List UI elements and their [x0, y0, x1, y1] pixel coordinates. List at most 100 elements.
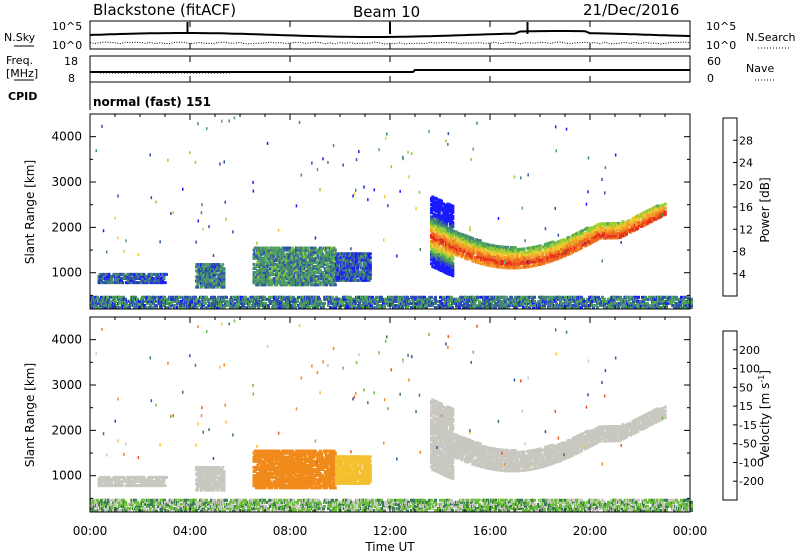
power-cell: [118, 277, 122, 280]
power-cell: [492, 244, 496, 248]
power-cell: [118, 301, 121, 305]
power-cell: [120, 306, 123, 309]
power-cell: [208, 271, 212, 275]
power-cell: [170, 301, 173, 305]
power-cell: [322, 275, 326, 279]
power-cell: [352, 266, 356, 270]
power-cell: [491, 256, 495, 260]
power-cell: [535, 263, 538, 267]
power-cell: [352, 260, 356, 264]
power-cell: [132, 297, 135, 301]
power-cell: [184, 306, 187, 309]
power-cell: [597, 232, 601, 236]
power-cell: [212, 285, 216, 289]
power-cell: [333, 283, 337, 287]
power-cell: [351, 258, 355, 262]
power-cell: [112, 306, 115, 309]
power-cell: [318, 269, 322, 272]
power-cell: [160, 295, 163, 299]
power-cell: [198, 299, 201, 303]
power-cell: [121, 304, 124, 307]
power-cell: [163, 295, 166, 299]
power-cell: [445, 224, 448, 228]
power-cell: [300, 252, 303, 256]
power-cell: [141, 297, 144, 301]
power-cell: [275, 273, 278, 277]
power-cell: [332, 260, 336, 264]
power-cell: [204, 301, 207, 305]
power-cell: [151, 299, 154, 303]
power-cell: [164, 297, 167, 301]
power-cell: [140, 274, 143, 278]
power-cell: [166, 306, 169, 309]
power-cell: [109, 304, 112, 307]
power-cell: [101, 277, 105, 280]
noise-panel: N.Sky 10^5 10^0 10^5 10^0 N.Search: [4, 20, 796, 52]
power-cell: [635, 221, 638, 225]
power-cell: [121, 281, 125, 285]
power-cell: [290, 273, 293, 277]
power-cell: [363, 260, 367, 264]
power-cell: [96, 295, 99, 299]
power-cell: [311, 283, 315, 287]
power-cell: [127, 304, 130, 307]
cpid-value: normal (fast) 151: [93, 95, 211, 109]
power-cell: [336, 264, 340, 268]
power-cell: [487, 257, 491, 261]
power-cell: [341, 276, 345, 280]
power-cell: [258, 254, 262, 258]
power-cell: [131, 299, 134, 303]
power-cell: [95, 306, 98, 309]
power-cell: [150, 274, 153, 278]
power-cell: [451, 225, 455, 229]
power-cell: [120, 299, 123, 303]
power-cell: [442, 202, 446, 206]
power-cell: [637, 218, 641, 221]
power-cell: [475, 238, 478, 242]
power-cell: [448, 273, 452, 277]
power-cell: [312, 248, 316, 252]
power-cell: [541, 258, 545, 261]
power-cell: [351, 268, 355, 272]
power-cell: [150, 301, 153, 305]
power-cell: [326, 262, 330, 266]
power-cell: [432, 255, 436, 259]
power-cell: [321, 271, 325, 275]
power-cell: [368, 268, 372, 272]
power-cell: [151, 297, 154, 301]
power-cell: [223, 304, 226, 307]
power-cell: [311, 258, 315, 262]
power-cell: [161, 281, 165, 285]
power-cell: [321, 252, 325, 256]
power-cell: [467, 249, 471, 253]
power-cell: [335, 252, 338, 256]
power-cell: [260, 246, 263, 250]
power-cell: [125, 306, 128, 309]
power-cell: [198, 275, 202, 279]
power-cell: [332, 281, 336, 285]
power-cell: [212, 273, 216, 277]
power-cell: [212, 283, 216, 287]
power-cell: [300, 271, 303, 275]
power-cell: [151, 272, 155, 276]
power-cell: [368, 260, 372, 264]
power-cell: [260, 273, 263, 277]
power-cell: [210, 267, 213, 271]
power-cell: [307, 252, 311, 256]
power-cell: [513, 246, 517, 249]
power-cell: [316, 260, 320, 264]
power-cell: [451, 204, 455, 208]
power-cell: [321, 281, 325, 285]
power-cell: [208, 279, 212, 283]
power-cell: [109, 306, 112, 309]
power-cell: [552, 258, 556, 262]
power-cell: [93, 301, 96, 305]
power-cell: [358, 278, 362, 282]
power-cell: [323, 248, 327, 252]
power-cell: [197, 281, 201, 285]
freq-tick-top: 18: [64, 55, 78, 68]
power-cell: [310, 262, 313, 266]
power-cell: [148, 306, 151, 309]
power-cell: [172, 295, 175, 299]
power-cell: [522, 247, 526, 251]
